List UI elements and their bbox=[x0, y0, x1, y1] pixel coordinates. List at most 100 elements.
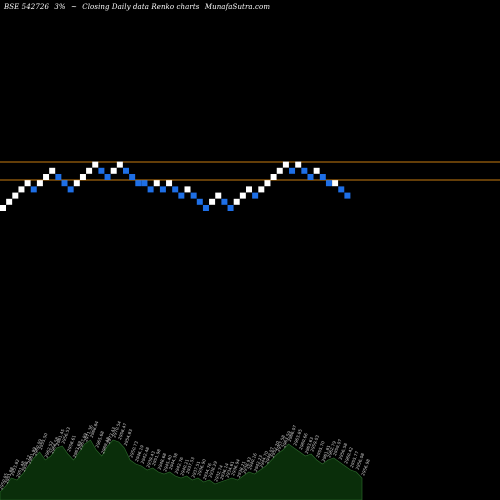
volume-value-label: 2942.76 bbox=[174, 456, 185, 474]
arrow-label: ~ bbox=[70, 3, 77, 11]
volume-value-label: 2934.76 bbox=[202, 462, 213, 480]
renko-brick-down bbox=[221, 198, 228, 205]
volume-value-label: 2973.43 bbox=[106, 426, 117, 444]
volume-value-label: 2959.07 bbox=[332, 438, 343, 456]
renko-brick-down bbox=[61, 180, 68, 187]
volume-value-label: 2938.93 bbox=[241, 456, 252, 474]
volume-value-label: 2950.85 bbox=[0, 472, 9, 490]
volume-value-label: 2957.58 bbox=[275, 434, 286, 452]
volume-value-label: 2949.07 bbox=[264, 446, 275, 464]
renko-brick-up bbox=[276, 167, 283, 174]
renko-brick-down bbox=[67, 186, 74, 193]
volume-value-label: 2934.61 bbox=[224, 460, 235, 478]
renko-brick-down bbox=[301, 167, 308, 174]
volume-value-label: 2942.48 bbox=[140, 446, 151, 464]
volume-value-label: 2937.51 bbox=[191, 460, 202, 478]
renko-brick-down bbox=[196, 198, 203, 205]
renko-brick-up bbox=[295, 161, 302, 168]
volume-value-label: 2936.14 bbox=[219, 462, 230, 480]
renko-brick-up bbox=[239, 192, 246, 199]
renko-brick-up bbox=[18, 186, 25, 193]
volume-value-label: 2936.90 bbox=[196, 458, 207, 476]
renko-brick-up bbox=[233, 198, 240, 205]
renko-brick-up bbox=[0, 205, 6, 211]
volume-value-label: 2956.53 bbox=[60, 426, 71, 444]
renko-brick-up bbox=[215, 192, 222, 199]
volume-value-label: 2958.61 bbox=[66, 434, 77, 452]
volume-value-label: 2932.74 bbox=[213, 464, 224, 482]
volume-value-label: 2962.79 bbox=[326, 440, 337, 458]
renko-brick-up bbox=[258, 186, 265, 193]
renko-brick-up bbox=[184, 186, 191, 193]
volume-value-label: 2950.73 bbox=[128, 440, 139, 458]
volume-value-label: 2960.42 bbox=[343, 446, 354, 464]
renko-brick-down bbox=[147, 186, 154, 193]
volume-value-label: 2959.03 bbox=[309, 434, 320, 452]
renko-brick-down bbox=[307, 174, 314, 180]
volume-value-label: 2939.43 bbox=[145, 450, 156, 468]
volume-value-label: 2961.45 bbox=[55, 428, 66, 446]
volume-value-label: 2963.85 bbox=[292, 428, 303, 446]
volume-value-label: 2953.82 bbox=[10, 458, 21, 476]
volume-value-label: 2955.50 bbox=[38, 432, 49, 450]
volume-value-label: 2956.98 bbox=[360, 458, 371, 476]
renko-brick-down bbox=[129, 174, 136, 180]
chart-header: BSE 542726 3% ~ Closing Daily data Renko… bbox=[4, 3, 273, 11]
volume-value-label: 2948.68 bbox=[157, 452, 168, 470]
volume-value-label: 2946.19 bbox=[134, 444, 145, 462]
volume-value-label: 2966.07 bbox=[287, 424, 298, 442]
renko-brick-up bbox=[73, 180, 80, 187]
volume-value-label: 2938.29 bbox=[208, 460, 219, 478]
renko-brick-down bbox=[135, 180, 142, 187]
volume-value-label: 2944.70 bbox=[258, 450, 269, 468]
renko-brick-up bbox=[332, 180, 339, 187]
volume-value-label: 2944.38 bbox=[168, 452, 179, 470]
volume-value-label: 2945.40 bbox=[162, 454, 173, 472]
renko-brick-up bbox=[24, 180, 31, 187]
renko-brick-up bbox=[36, 180, 43, 187]
volume-value-label: 2956.12 bbox=[21, 454, 32, 472]
volume-value-label: 2951.98 bbox=[151, 448, 162, 466]
renko-brick-down bbox=[289, 167, 296, 174]
volume-value-label: 2966.58 bbox=[49, 436, 60, 454]
renko-brick-down bbox=[159, 186, 166, 193]
renko-brick-down bbox=[30, 186, 37, 193]
renko-brick-down bbox=[55, 174, 62, 180]
renko-brick-down bbox=[98, 167, 105, 174]
volume-value-label: 2960.66 bbox=[298, 432, 309, 450]
renko-brick-up bbox=[166, 180, 173, 187]
renko-brick-up bbox=[246, 186, 252, 193]
renko-brick-up bbox=[282, 161, 289, 168]
renko-brick-up bbox=[110, 167, 117, 174]
volume-value-label: 2961.81 bbox=[321, 444, 332, 462]
renko-brick-up bbox=[6, 198, 13, 205]
renko-brick-down bbox=[202, 205, 209, 211]
renko-brick-up bbox=[12, 192, 19, 199]
volume-value-label: 2958.47 bbox=[117, 422, 128, 440]
volume-value-label: 2937.53 bbox=[185, 456, 196, 474]
renko-brick-down bbox=[227, 205, 234, 211]
renko-brick-down bbox=[141, 180, 148, 187]
symbol-label: BSE 542726 bbox=[4, 3, 49, 11]
volume-value-label: 2940.21 bbox=[179, 458, 190, 476]
volume-value-label: 2970.54 bbox=[111, 420, 122, 438]
volume-value-label: 2968.84 bbox=[89, 420, 100, 438]
renko-brick-up bbox=[116, 161, 123, 168]
renko-brick-up bbox=[313, 167, 320, 174]
renko-brick-up bbox=[153, 180, 160, 187]
renko-brick-up bbox=[86, 167, 93, 174]
volume-value-label: 2963.59 bbox=[281, 430, 292, 448]
volume-value-label: 2971.36 bbox=[83, 424, 94, 442]
volume-value-label: 2956.58 bbox=[338, 442, 349, 460]
renko-brick-up bbox=[43, 174, 50, 180]
volume-value-label: 2962.52 bbox=[43, 440, 54, 458]
volume-value-label: 2969.48 bbox=[100, 436, 111, 454]
renko-brick-up bbox=[49, 167, 56, 174]
renko-brick-down bbox=[104, 174, 111, 180]
volume-value-label: 2951.88 bbox=[4, 466, 15, 484]
volume-value-label: 2955.77 bbox=[349, 450, 360, 468]
renko-brick-down bbox=[172, 186, 179, 193]
renko-brick-down bbox=[319, 174, 326, 180]
renko-brick-up bbox=[79, 174, 86, 180]
